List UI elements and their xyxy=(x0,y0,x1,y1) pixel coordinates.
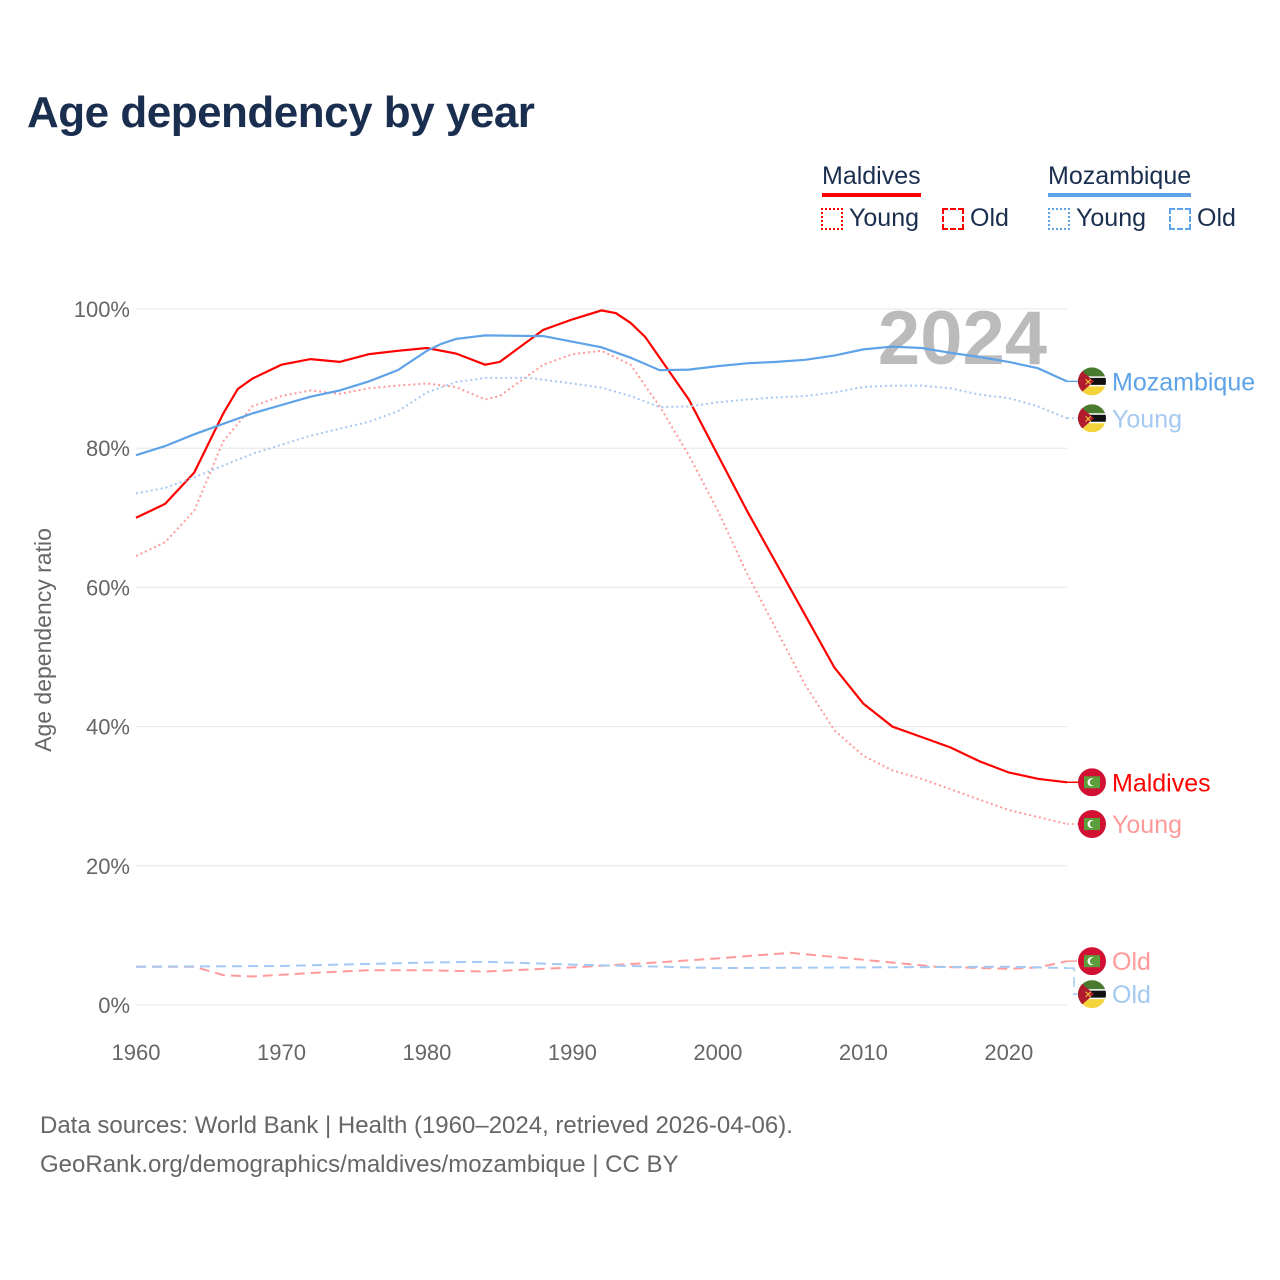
end-label-maldives-young: Young xyxy=(1112,811,1182,839)
legend-maldives[interactable]: Maldives xyxy=(822,162,921,197)
end-label-maldives-old: Old xyxy=(1112,948,1151,976)
crescent-cut xyxy=(1089,778,1097,786)
label-connector xyxy=(1067,967,1081,995)
flag-white-band xyxy=(1078,421,1106,424)
x-tick-label: 2010 xyxy=(839,1040,888,1065)
flag-yellow-band xyxy=(1078,999,1106,1009)
flag-green-band xyxy=(1078,980,1106,991)
flag-white-band xyxy=(1078,376,1106,378)
x-tick-label: 1980 xyxy=(402,1040,451,1065)
end-label-mozambique: Mozambique xyxy=(1112,368,1255,396)
source-line: Data sources: World Bank | Health (1960–… xyxy=(40,1112,793,1139)
dashed-line-swatch-icon xyxy=(942,207,964,230)
legend-maldives-young[interactable]: Young xyxy=(821,204,919,233)
dashed-line-swatch-icon xyxy=(1169,207,1191,230)
x-tick-label: 1990 xyxy=(548,1040,597,1065)
y-tick-label: 100% xyxy=(74,297,130,322)
end-label-maldives: Maldives xyxy=(1112,769,1211,797)
x-tick-label: 1970 xyxy=(257,1040,306,1065)
flag-green-band xyxy=(1078,367,1106,378)
maldives-flag-icon xyxy=(1078,947,1106,976)
flag-red-triangle xyxy=(1078,980,1094,1009)
x-tick-label: 2000 xyxy=(693,1040,742,1065)
mozambique-flag-icon: ✕ xyxy=(1078,404,1106,433)
year-watermark: 2024 xyxy=(878,296,1047,381)
series-line-mozambique-young xyxy=(135,376,1068,495)
series-line-maldives-young xyxy=(135,349,1068,825)
flag-red-triangle xyxy=(1078,404,1094,433)
x-tick-label: 2020 xyxy=(984,1040,1033,1065)
legend-mozambique-young[interactable]: Young xyxy=(1048,204,1146,233)
legend-label: Young xyxy=(1076,204,1146,232)
source-link[interactable]: GeoRank.org/demographics/maldives/mozamb… xyxy=(40,1151,679,1178)
dotted-line-swatch-icon xyxy=(821,207,843,230)
maldives-flag-icon xyxy=(1078,810,1106,839)
flag-emblem-icon: ✕ xyxy=(1084,377,1092,388)
source-note: Data sources: World Bank | Health (1960–… xyxy=(40,1106,793,1184)
y-tick-label: 0% xyxy=(98,993,130,1018)
legend-label: Old xyxy=(970,204,1009,232)
series-line-maldives xyxy=(135,309,1068,784)
maldives-flag-icon xyxy=(1078,768,1106,797)
flag-emblem-icon: ✕ xyxy=(1084,414,1092,425)
legend-label: Young xyxy=(849,204,919,232)
y-tick-label: 20% xyxy=(86,854,130,879)
flag-yellow-band xyxy=(1078,386,1106,396)
flag-yellow-band xyxy=(1078,423,1106,433)
legend-maldives-old[interactable]: Old xyxy=(942,204,1009,233)
series-line-mozambique-old xyxy=(135,960,1068,970)
y-axis-label: Age dependency ratio xyxy=(30,528,56,752)
legend-mozambique[interactable]: Mozambique xyxy=(1048,162,1192,197)
x-tick-label: 1960 xyxy=(112,1040,161,1065)
flag-white-band xyxy=(1078,997,1106,1000)
flag-red-triangle xyxy=(1078,367,1094,396)
crescent-cut xyxy=(1089,820,1097,828)
end-label-mozambique-young: Young xyxy=(1112,405,1182,433)
end-label-mozambique-old: Old xyxy=(1112,981,1151,1009)
flag-white-band xyxy=(1078,413,1106,415)
y-tick-label: 60% xyxy=(86,575,130,600)
y-tick-label: 80% xyxy=(86,436,130,461)
flag-white-band xyxy=(1078,989,1106,991)
flag-emblem-icon: ✕ xyxy=(1084,990,1092,1001)
mozambique-flag-icon: ✕ xyxy=(1078,980,1106,1009)
flag-green-band xyxy=(1078,404,1106,415)
flag-white-band xyxy=(1078,384,1106,387)
series-line-maldives-old xyxy=(136,951,1068,978)
y-tick-label: 40% xyxy=(86,715,130,740)
series-line-mozambique xyxy=(135,334,1068,457)
legend-label: Old xyxy=(1197,204,1236,232)
crescent-cut xyxy=(1089,957,1097,965)
legend-mozambique-old[interactable]: Old xyxy=(1169,204,1236,233)
dotted-line-swatch-icon xyxy=(1048,207,1070,230)
chart-title: Age dependency by year xyxy=(27,88,535,137)
mozambique-flag-icon: ✕ xyxy=(1078,367,1106,396)
